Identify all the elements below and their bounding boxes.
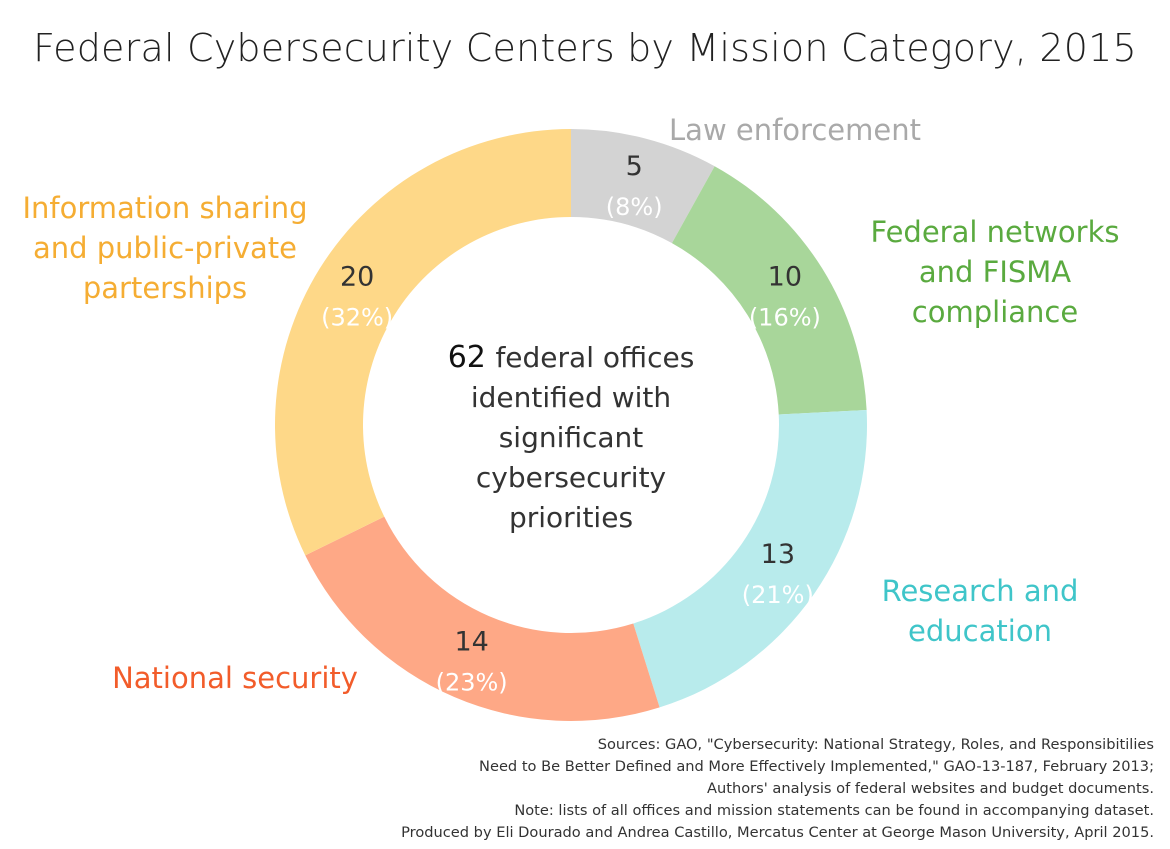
chart-title: Federal Cybersecurity Centers by Mission…: [33, 26, 1137, 70]
slice-percent-label: (16%): [749, 304, 821, 332]
outer-label-line: Federal networks: [870, 215, 1120, 249]
center-text-line: priorities: [509, 501, 633, 534]
sources-line: Authors' analysis of federal websites an…: [707, 780, 1154, 797]
sources-line: Note: lists of all offices and mission s…: [514, 802, 1154, 819]
slice-law: [571, 129, 715, 244]
outer-label-line: compliance: [911, 295, 1079, 329]
slice-percent-label: (21%): [742, 581, 814, 609]
slice-value-label: 20: [340, 262, 374, 293]
outer-label-research-education: Research and education: [850, 571, 1110, 651]
center-text-line: 62 federal offices: [448, 340, 695, 375]
outer-label-line: Research and: [881, 574, 1079, 608]
sources-line: Produced by Eli Dourado and Andrea Casti…: [401, 824, 1154, 841]
sources-note: Sources: GAO, "Cybersecurity: National S…: [254, 734, 1154, 844]
donut-slices: [275, 129, 867, 721]
center-text-line: cybersecurity: [476, 461, 666, 494]
slice-percent-label: (23%): [436, 669, 508, 697]
slice-labels: 5 (8%) 10 (16%) 13 (21%) 14 (23%) 20 (32%): [321, 151, 821, 697]
outer-label-line: Information sharing: [22, 191, 308, 225]
outer-label-line: Law enforcement: [669, 113, 921, 147]
slice-value-label: 14: [454, 627, 488, 658]
outer-label-line: education: [908, 614, 1052, 648]
center-text-line: identified with: [471, 381, 671, 414]
center-text-line: significant: [499, 421, 644, 454]
sources-line: Sources: GAO, "Cybersecurity: National S…: [597, 736, 1154, 753]
outer-label-line: and public-private: [32, 231, 298, 265]
outer-label-federal-networks: Federal networks and FISMA compliance: [845, 212, 1145, 332]
slice-research: [633, 410, 867, 708]
center-text: 62 federal offices identified with signifi…: [448, 340, 695, 534]
center-total-number: 62: [448, 340, 496, 375]
slice-national: [305, 516, 660, 721]
outer-label-line: National security: [112, 661, 358, 695]
slice-percent-label: (32%): [321, 304, 393, 332]
outer-label-information-sharing: Information sharing and public-private par…: [10, 188, 320, 308]
slice-information: [275, 129, 571, 556]
outer-label-national-security: National security: [90, 658, 380, 698]
sources-line: Need to Be Better Defined and More Effec…: [479, 758, 1154, 775]
slice-value-label: 5: [626, 151, 643, 182]
outer-label-line: and FISMA: [918, 255, 1072, 289]
slice-value-label: 13: [761, 539, 795, 570]
outer-label-line: parterships: [82, 271, 248, 305]
slice-value-label: 10: [768, 262, 802, 293]
outer-label-law-enforcement: Law enforcement: [640, 110, 950, 150]
slice-percent-label: (8%): [606, 193, 663, 221]
slice-federal: [671, 166, 867, 415]
